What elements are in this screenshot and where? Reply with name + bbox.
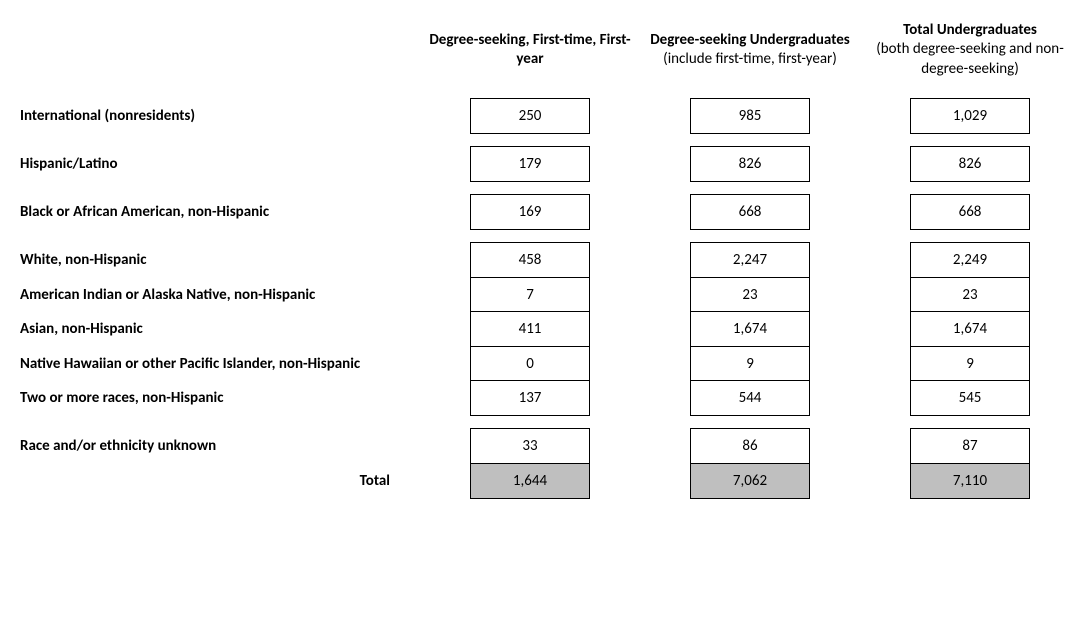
- cell: 87: [910, 428, 1030, 464]
- row-label: White, non-Hispanic: [20, 242, 420, 278]
- total-label: Total: [20, 464, 420, 499]
- cell: 668: [910, 194, 1030, 230]
- cell: 137: [470, 380, 590, 416]
- table-row: Asian, non-Hispanic 411 1,674 1,674: [20, 313, 1060, 348]
- table-row: Black or African American, non-Hispanic …: [20, 194, 1060, 230]
- row-label: Race and/or ethnicity unknown: [20, 428, 420, 464]
- table-row: Hispanic/Latino 179 826 826: [20, 146, 1060, 182]
- col-header-1: Degree-seeking, First-time, First-year: [420, 10, 640, 90]
- cell: 2,247: [690, 242, 810, 278]
- cell: 179: [470, 146, 590, 182]
- cell: 23: [690, 277, 810, 313]
- table-total-row: Total 1,644 7,062 7,110: [20, 464, 1060, 499]
- cell: 23: [910, 277, 1030, 313]
- table-row: Race and/or ethnicity unknown 33 86 87: [20, 428, 1060, 464]
- cell: 1,029: [910, 98, 1030, 134]
- cell: 250: [470, 98, 590, 134]
- cell: 33: [470, 428, 590, 464]
- cell: 2,249: [910, 242, 1030, 278]
- table-header-row: Degree-seeking, First-time, First-year D…: [20, 10, 1060, 90]
- cell: 668: [690, 194, 810, 230]
- cell: 1,674: [690, 311, 810, 347]
- table-row: White, non-Hispanic 458 2,247 2,249: [20, 242, 1060, 278]
- row-label: American Indian or Alaska Native, non-Hi…: [20, 278, 420, 313]
- total-cell: 1,644: [470, 463, 590, 499]
- cell: 544: [690, 380, 810, 416]
- cell: 86: [690, 428, 810, 464]
- row-label: International (nonresidents): [20, 98, 420, 134]
- cell: 9: [690, 346, 810, 382]
- row-label: Black or African American, non-Hispanic: [20, 194, 420, 230]
- col-header-2: Degree-seeking Undergraduates (include f…: [642, 10, 858, 90]
- col-header-3: Total Undergraduates (both degree-seekin…: [860, 10, 1080, 90]
- cell: 0: [470, 346, 590, 382]
- total-cell: 7,110: [910, 463, 1030, 499]
- cell: 7: [470, 277, 590, 313]
- row-label: Asian, non-Hispanic: [20, 313, 420, 348]
- table-row: Two or more races, non-Hispanic 137 544 …: [20, 382, 1060, 417]
- total-cell: 7,062: [690, 463, 810, 499]
- col1-main: Degree-seeking, First-time, First-year: [428, 31, 632, 70]
- cell: 545: [910, 380, 1030, 416]
- cell: 826: [690, 146, 810, 182]
- cell: 985: [690, 98, 810, 134]
- table-row: Native Hawaiian or other Pacific Islande…: [20, 347, 1060, 382]
- cell: 169: [470, 194, 590, 230]
- row-label: Two or more races, non-Hispanic: [20, 382, 420, 417]
- cell: 458: [470, 242, 590, 278]
- col2-main: Degree-seeking Undergraduates: [650, 31, 850, 51]
- col3-main: Total Undergraduates: [868, 21, 1072, 41]
- row-label: Native Hawaiian or other Pacific Islande…: [20, 347, 420, 382]
- cell: 826: [910, 146, 1030, 182]
- col2-sub: (include first-time, first-year): [650, 50, 850, 70]
- col3-sub: (both degree-seeking and non-degree-seek…: [868, 40, 1072, 79]
- cell: 1,674: [910, 311, 1030, 347]
- enrollment-table: Degree-seeking, First-time, First-year D…: [20, 10, 1060, 499]
- row-label: Hispanic/Latino: [20, 146, 420, 182]
- cell: 411: [470, 311, 590, 347]
- table-row: American Indian or Alaska Native, non-Hi…: [20, 278, 1060, 313]
- cell: 9: [910, 346, 1030, 382]
- table-row: International (nonresidents) 250 985 1,0…: [20, 98, 1060, 134]
